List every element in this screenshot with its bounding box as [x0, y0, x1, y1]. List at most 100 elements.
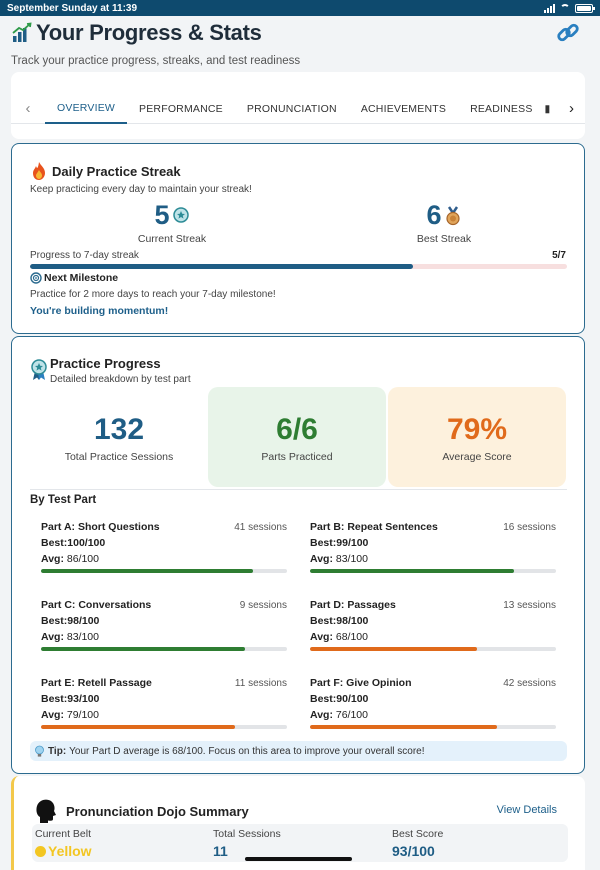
current-streak-label: Current Streak [137, 233, 207, 245]
avg-value: 83/100 [335, 553, 368, 565]
best-value: 98/100 [336, 615, 369, 627]
tab-pronunciation[interactable]: PRONUNCIATION [246, 102, 337, 115]
part-sessions: 11 sessions [234, 678, 287, 689]
tab-achievements[interactable]: ACHIEVEMENTS [360, 102, 447, 115]
part-best: Best:98/100 [41, 615, 287, 627]
avg-label: Avg: [310, 553, 333, 565]
part-avg: Avg: 83/100 [310, 553, 556, 565]
tip-label: Tip: [48, 745, 67, 757]
tab-performance[interactable]: PERFORMANCE [139, 102, 223, 115]
wifi-icon [560, 4, 570, 12]
best-score-value: 93/100 [392, 843, 435, 859]
tip-banner: Tip: Your Part D average is 68/100. Focu… [30, 741, 567, 761]
status-icons [544, 3, 595, 13]
belt-value-row: Yellow [35, 843, 92, 859]
milestone-heading: Next Milestone [30, 272, 118, 284]
page-subtitle: Track your practice progress, streaks, a… [11, 55, 301, 67]
part-avg-bar [310, 569, 556, 573]
view-details-link[interactable]: View Details [496, 804, 557, 816]
lightbulb-icon [35, 745, 44, 757]
best-label: Best: [41, 537, 68, 549]
avg-value: 76/100 [335, 709, 368, 721]
status-bar: September Sunday at 11:39 [0, 0, 600, 16]
tabs-scroll-left-icon[interactable]: ‹ [25, 100, 31, 117]
signal-icon [544, 3, 555, 13]
part-avg-fill [310, 569, 515, 573]
part-avg-fill [41, 725, 236, 729]
sessions-value: 11 [213, 843, 228, 859]
stat-average-score: 79% Average Score [388, 387, 566, 487]
tab-bar: ‹ OVERVIEW PERFORMANCE PRONUNCIATION ACH… [11, 94, 585, 124]
dojo-stats: Current Belt Yellow Total Sessions 11 Be… [32, 824, 568, 862]
avg-label: Avg: [41, 553, 64, 565]
avg-label: Avg: [310, 631, 333, 643]
part-item: Part B: Repeat Sentences 16 sessions Best:… [310, 521, 556, 573]
stat-parts-practiced: 6/6 Parts Practiced [208, 387, 386, 487]
avg-label: Avg: [41, 631, 64, 643]
streak-progress-fill [30, 264, 414, 269]
tip-text: Your Part D average is 68/100. Focus on … [69, 745, 425, 757]
momentum-text: You're building momentum! [30, 305, 169, 317]
dojo-title-text: Pronunciation Dojo Summary [66, 803, 249, 819]
best-value: 90/100 [336, 693, 369, 705]
tab-overview[interactable]: OVERVIEW [45, 94, 128, 124]
part-avg-bar [41, 569, 287, 573]
part-avg: Avg: 68/100 [310, 631, 556, 643]
part-name: Part B: Repeat Sentences [310, 521, 438, 533]
stat-total-sessions: 132 Total Practice Sessions [30, 387, 208, 487]
divider [30, 489, 567, 490]
stat-label: Parts Practiced [261, 451, 333, 463]
home-indicator[interactable] [245, 857, 352, 861]
stat-value: 79% [446, 413, 508, 446]
stat-value: 132 [93, 413, 145, 446]
part-name: Part E: Retell Passage [41, 677, 152, 689]
milestone-text: Practice for 2 more days to reach your 7… [30, 289, 276, 300]
target-icon [30, 272, 42, 284]
part-avg-bar [41, 647, 287, 651]
part-sessions: 42 sessions [503, 678, 556, 689]
part-best: Best:99/100 [310, 537, 556, 549]
tab-overflow[interactable]: ▮ [544, 102, 551, 115]
part-best: Best:98/100 [310, 615, 556, 627]
stat-label: Total Practice Sessions [64, 451, 174, 463]
milestone-title: Next Milestone [44, 272, 119, 284]
part-name: Part D: Passages [310, 599, 396, 611]
best-label: Best: [310, 615, 337, 627]
current-streak-value: 5 [154, 200, 170, 230]
part-avg-bar [310, 725, 556, 729]
part-avg: Avg: 83/100 [41, 631, 287, 643]
part-item: Part C: Conversations 9 sessions Best:98/1… [41, 599, 287, 651]
progress-count: 5/7 [552, 250, 566, 261]
page-title: Your Progress & Stats [36, 20, 262, 45]
part-sessions: 41 sessions [234, 522, 287, 533]
part-sessions: 13 sessions [503, 600, 556, 611]
best-label: Best: [310, 693, 337, 705]
part-best: Best:93/100 [41, 693, 287, 705]
dojo-title: Pronunciation Dojo Summary [34, 798, 249, 824]
streak-title: Daily Practice Streak [30, 161, 181, 181]
part-avg: Avg: 76/100 [310, 709, 556, 721]
fire-icon [33, 162, 45, 180]
tabs-scroll-right-icon[interactable]: › [569, 100, 575, 117]
practice-progress-card: Practice Progress Detailed breakdown by … [11, 336, 585, 774]
stat-value: 6/6 [276, 413, 318, 446]
streak-title-text: Daily Practice Streak [52, 163, 181, 179]
part-avg-fill [310, 647, 478, 651]
part-name: Part F: Give Opinion [310, 677, 412, 689]
belt-label: Current Belt [35, 828, 92, 840]
part-best: Best:100/100 [41, 537, 287, 549]
part-item: Part F: Give Opinion 42 sessions Best:90/1… [310, 677, 556, 729]
tab-readiness[interactable]: READINESS [470, 102, 533, 115]
best-label: Best: [310, 537, 337, 549]
best-streak-value: 6 [426, 200, 442, 230]
best-score-label: Best Score [392, 828, 444, 840]
bronze-medal-icon [445, 205, 460, 225]
part-avg-fill [41, 569, 253, 573]
belt-stat: Current Belt Yellow [35, 828, 92, 859]
part-name: Part A: Short Questions [41, 521, 160, 533]
part-sessions: 16 sessions [503, 522, 556, 533]
head-silhouette-icon [36, 799, 56, 823]
best-streak: 6 Best Streak [384, 200, 504, 245]
link-icon[interactable] [555, 20, 581, 46]
part-sessions: 9 sessions [239, 600, 287, 611]
